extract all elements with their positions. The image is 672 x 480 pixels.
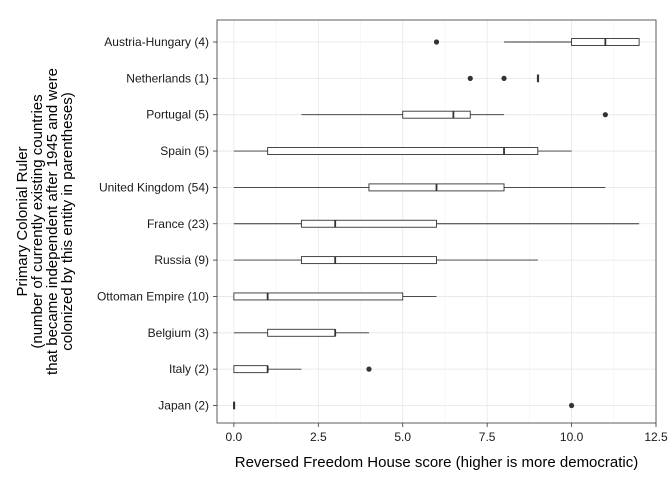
y-tick-label: Netherlands (1)	[126, 71, 209, 85]
box	[267, 328, 336, 337]
outlier-point	[602, 112, 608, 118]
box	[300, 256, 437, 265]
y-axis-title-line: colonized by this entity in parentheses)	[59, 92, 76, 350]
outlier-point	[568, 402, 575, 409]
y-tick-label: United Kingdom (54)	[99, 180, 209, 194]
y-tick-label: Portugal (5)	[146, 108, 209, 122]
plot-panel	[216, 19, 657, 424]
y-tick-label: Russia (9)	[154, 253, 209, 267]
x-tick-label: 10.0	[560, 430, 584, 444]
box-group	[301, 110, 608, 119]
x-tick-label: 2.5	[310, 430, 327, 444]
box-group	[233, 147, 572, 156]
box-group	[233, 328, 369, 337]
x-axis-title: Reversed Freedom House score (higher is …	[235, 454, 638, 471]
box-group	[232, 401, 575, 410]
y-tick-label: Austria-Hungary (4)	[104, 35, 209, 49]
y-axis-title: Primary Colonial Ruler(number of current…	[14, 68, 76, 375]
y-axis-title-line: (number of currently existing countries	[29, 94, 46, 348]
boxes-layer	[232, 38, 640, 410]
outlier-point	[366, 366, 372, 372]
box-group	[233, 292, 437, 301]
outlier-point	[433, 39, 440, 45]
y-tick-label: Italy (2)	[169, 362, 209, 376]
x-tick-label: 12.5	[644, 430, 668, 444]
x-tick-label: 5.0	[394, 430, 411, 444]
y-axis: Austria-Hungary (4) Netherlands (1) Portug…	[97, 35, 217, 413]
box-group	[233, 219, 640, 228]
box-group	[467, 74, 540, 83]
x-tick-label: 7.5	[479, 430, 496, 444]
y-tick-label: Spain (5)	[160, 144, 209, 158]
box	[267, 147, 539, 156]
box	[233, 292, 404, 301]
y-axis-title-line: Primary Colonial Ruler	[14, 146, 31, 296]
y-tick-label: Japan (2)	[158, 399, 209, 413]
y-tick-label: France (23)	[147, 217, 209, 231]
outlier-point	[501, 75, 507, 81]
box-group	[233, 365, 372, 374]
x-axis: 0.0 2.5 5.0 7.5 10.0 12.5	[226, 423, 668, 444]
x-tick-label: 0.0	[226, 430, 243, 444]
y-axis-title-line: that became independent after 1945 and w…	[44, 68, 61, 375]
box-group	[233, 256, 538, 265]
box-group	[233, 183, 606, 192]
box	[300, 219, 437, 228]
outlier-point	[467, 75, 473, 81]
box	[402, 110, 471, 119]
box	[233, 365, 269, 374]
y-tick-label: Ottoman Empire (10)	[97, 289, 209, 303]
y-tick-label: Belgium (3)	[148, 326, 209, 340]
box-group	[433, 38, 640, 46]
